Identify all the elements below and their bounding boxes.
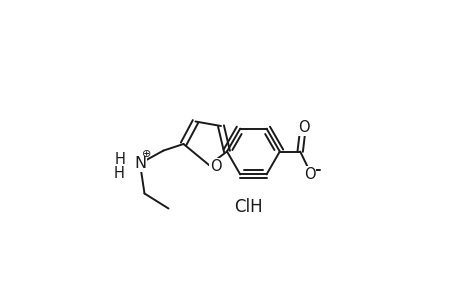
Text: O: O — [209, 159, 221, 174]
Text: O: O — [297, 120, 309, 135]
Text: H: H — [113, 166, 124, 181]
Text: N: N — [134, 156, 146, 171]
Text: H: H — [114, 152, 125, 167]
Text: ⊕: ⊕ — [142, 149, 151, 159]
Text: O: O — [303, 167, 315, 182]
Text: ClH: ClH — [233, 198, 262, 216]
